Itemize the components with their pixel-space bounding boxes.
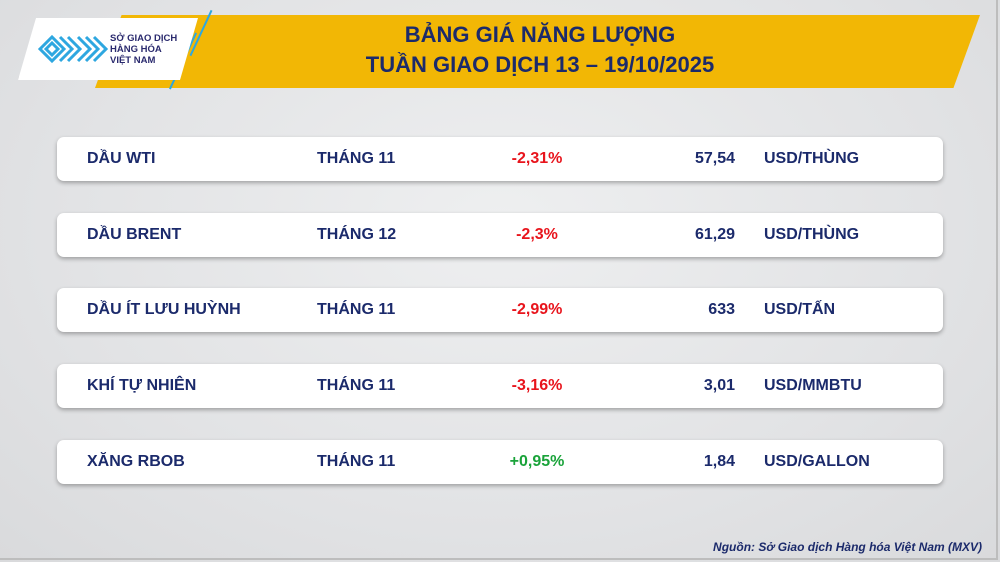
price: 633 [708,301,735,318]
change-percent: -3,16% [511,377,563,394]
contract-month: THÁNG 11 [317,453,396,470]
commodity-name: DẦU BRENT [87,226,182,243]
price-row: DẦU ÍT LƯU HUỲNH THÁNG 11 -2,99% 633 USD… [57,288,943,332]
price-row: DẦU WTI THÁNG 11 -2,31% 57,54 USD/THÙNG [57,137,943,181]
price: 3,01 [703,377,735,394]
logo-line: HÀNG HÓA [110,44,162,55]
change-percent: -2,31% [511,150,563,167]
commodity-name: DẦU WTI [87,150,156,167]
logo-text: SỞ GIAO DỊCH HÀNG HÓA VIỆT NAM [110,33,177,66]
contract-month: THÁNG 11 [317,301,396,318]
header-banner [95,15,980,88]
logo-line: VIỆT NAM [110,55,156,66]
title-line-1: BẢNG GIÁ NĂNG LƯỢNG [404,22,676,47]
change-percent: +0,95% [509,453,565,470]
price: 1,84 [703,453,735,470]
price-row: XĂNG RBOB THÁNG 11 +0,95% 1,84 USD/GALLO… [57,440,943,484]
page-title: BẢNG GIÁ NĂNG LƯỢNG TUẦN GIAO DỊCH 13 – … [200,20,880,80]
unit: USD/THÙNG [764,150,860,167]
logo-line: SỞ GIAO DỊCH [110,33,178,44]
contract-month: THÁNG 11 [317,377,396,394]
price-row: KHÍ TỰ NHIÊN THÁNG 11 -3,16% 3,01 USD/MM… [57,364,943,408]
change-percent: -2,3% [516,226,558,243]
unit: USD/THÙNG [764,226,860,243]
mxv-logo: SỞ GIAO DỊCH HÀNG HÓA VIỆT NAM [18,18,198,80]
change-percent: -2,99% [511,301,563,318]
unit: USD/TẤN [764,301,836,318]
commodity-name: XĂNG RBOB [87,453,185,470]
commodity-name: KHÍ TỰ NHIÊN [87,377,197,394]
title-line-2: TUẦN GIAO DỊCH 13 – 19/10/2025 [365,52,715,77]
logo-mark-icon [38,34,108,64]
unit: USD/GALLON [764,453,870,470]
contract-month: THÁNG 11 [317,150,396,167]
price: 61,29 [694,226,735,243]
price-row: DẦU BRENT THÁNG 12 -2,3% 61,29 USD/THÙNG [57,213,943,257]
source-note: Nguồn: Sở Giao dịch Hàng hóa Việt Nam (M… [713,540,982,554]
unit: USD/MMBTU [764,377,862,394]
price: 57,54 [694,150,735,167]
contract-month: THÁNG 12 [317,226,397,243]
commodity-name: DẦU ÍT LƯU HUỲNH [87,301,241,318]
